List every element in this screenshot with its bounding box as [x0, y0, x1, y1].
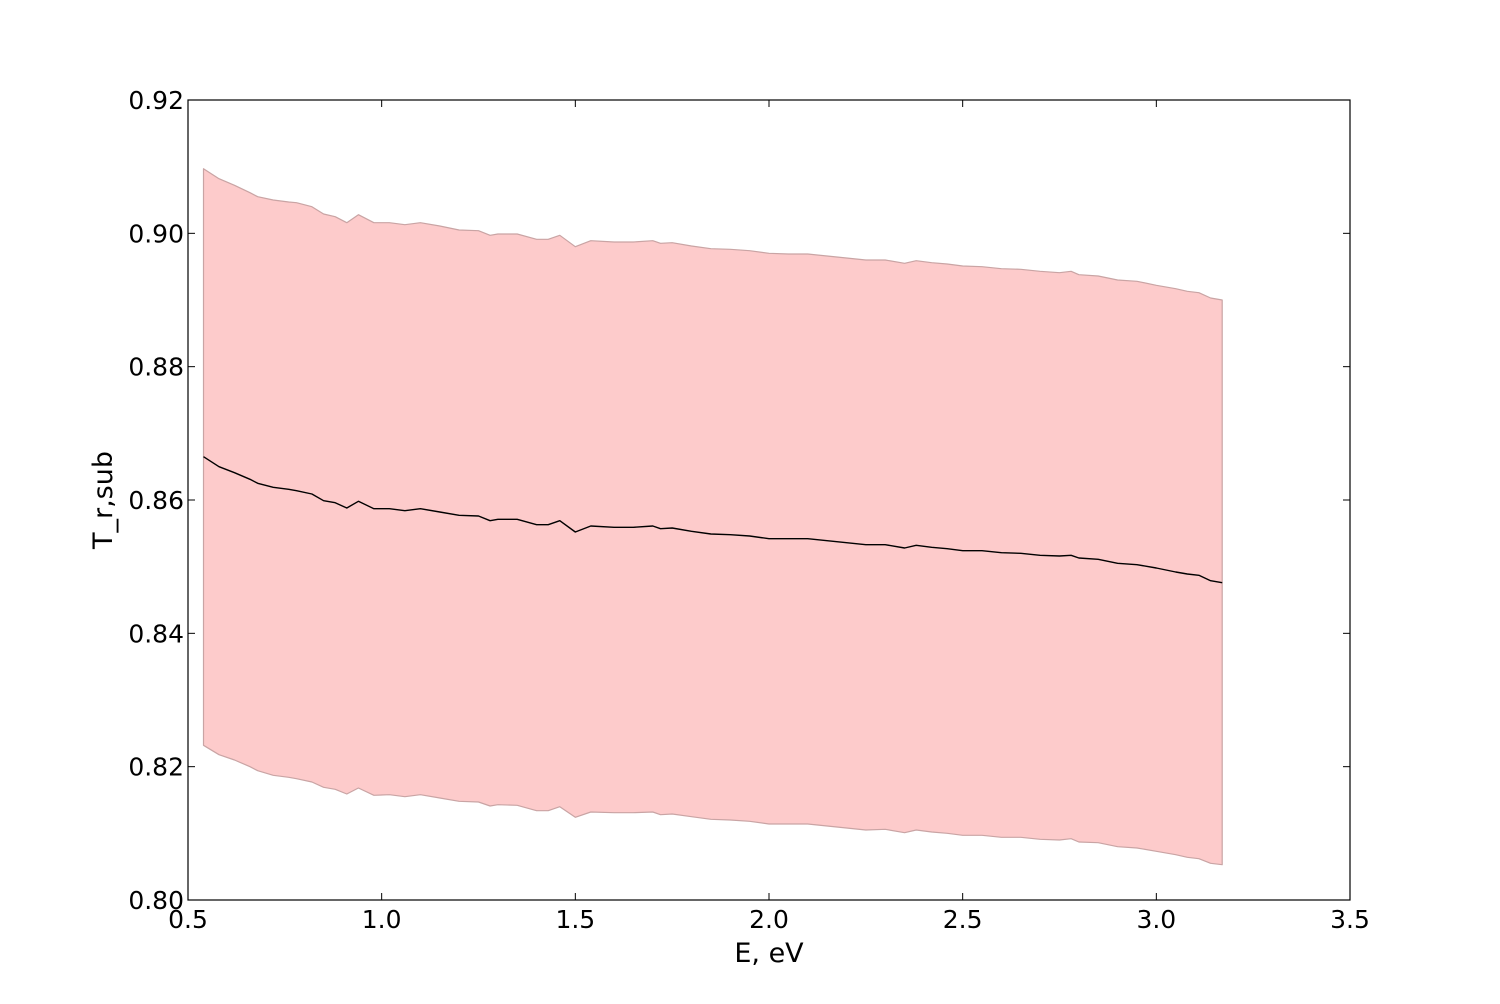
y-tick-label: 0.82 — [128, 753, 184, 782]
x-tick-label: 3.5 — [1330, 905, 1370, 934]
x-tick-label: 1.5 — [555, 905, 595, 934]
x-tick-label: 1.0 — [362, 905, 402, 934]
y-tick-label: 0.86 — [128, 486, 184, 515]
x-tick-label: 0.5 — [168, 905, 208, 934]
y-tick-label: 0.90 — [128, 219, 184, 248]
y-tick-label: 0.92 — [128, 86, 184, 115]
plot-area — [202, 168, 1223, 866]
y-tick-label: 0.88 — [128, 353, 184, 382]
x-tick-label: 3.0 — [1136, 905, 1176, 934]
mean-line — [203, 456, 1223, 584]
x-tick-label: 2.5 — [943, 905, 983, 934]
x-tick-label: 2.0 — [749, 905, 789, 934]
y-axis-label: T_r,sub — [88, 451, 119, 550]
x-axis-label: E, eV — [734, 938, 804, 969]
confidence-band — [202, 168, 1223, 866]
y-tick-label: 0.84 — [128, 619, 184, 648]
y-tick-label: 0.80 — [128, 886, 184, 915]
axis-ticks: 0.5 1.0 1.5 2.0 2.5 3.0 3.5 0.80 0.82 0.84 0.86 0.8… — [128, 86, 1370, 934]
